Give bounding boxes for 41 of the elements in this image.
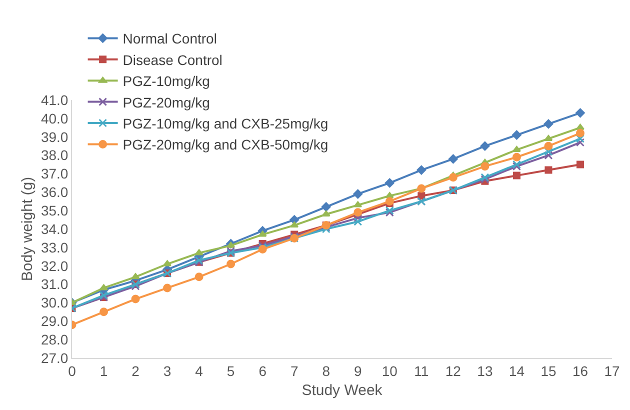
x-tick-label: 17 <box>604 362 620 379</box>
x-tick-label: 14 <box>508 362 525 379</box>
y-tick-label: 38.0 <box>40 147 68 164</box>
x-tick-label: 0 <box>68 362 76 379</box>
legend-label: Normal Control <box>122 30 217 47</box>
x-tick-label: 5 <box>226 362 235 379</box>
y-tick-label: 34.0 <box>40 220 68 237</box>
x-tick-label: 1 <box>100 362 108 379</box>
y-axis-title: Body weight (g) <box>19 176 36 282</box>
y-tick-label: 37.0 <box>40 166 68 182</box>
y-tick-label: 29.0 <box>40 313 68 330</box>
x-tick-label: 9 <box>354 362 362 379</box>
x-tick-label: 7 <box>290 362 298 379</box>
y-tick-label: 36.0 <box>40 184 68 200</box>
y-tick-label: 30.0 <box>40 294 68 311</box>
y-tick-label: 28.0 <box>40 331 68 348</box>
legend-label: Disease Control <box>122 52 222 68</box>
legend-label: PGZ-20mg/kg and CXB-50mg/kg <box>122 136 328 153</box>
y-tick-label: 31.0 <box>40 276 68 292</box>
y-tick-label: 41.0 <box>40 92 68 108</box>
y-tick-label: 27.0 <box>40 350 68 366</box>
x-axis-title: Study Week <box>302 382 383 399</box>
legend-label: PGZ-10mg/kg <box>122 73 210 90</box>
y-tick-label: 33.0 <box>40 239 68 256</box>
x-tick-label: 2 <box>132 362 140 379</box>
x-tick-label: 3 <box>163 362 172 379</box>
x-tick-label: 16 <box>572 362 588 379</box>
x-tick-label: 12 <box>445 362 462 379</box>
y-tick-label: 35.0 <box>40 202 68 218</box>
legend-label: PGZ-10mg/kg and CXB-25mg/kg <box>122 115 328 132</box>
x-tick-label: 8 <box>322 362 330 379</box>
legend-label: PGZ-20mg/kg <box>122 94 210 110</box>
x-tick-label: 13 <box>477 362 493 379</box>
x-tick-label: 15 <box>540 362 556 379</box>
y-tick-label: 40.0 <box>40 110 68 126</box>
x-tick-label: 4 <box>195 362 204 379</box>
x-tick-label: 10 <box>382 362 398 379</box>
x-tick-label: 6 <box>258 362 267 379</box>
x-tick-label: 11 <box>414 362 429 379</box>
y-tick-label: 39.0 <box>40 128 68 145</box>
y-tick-label: 32.0 <box>40 258 68 274</box>
